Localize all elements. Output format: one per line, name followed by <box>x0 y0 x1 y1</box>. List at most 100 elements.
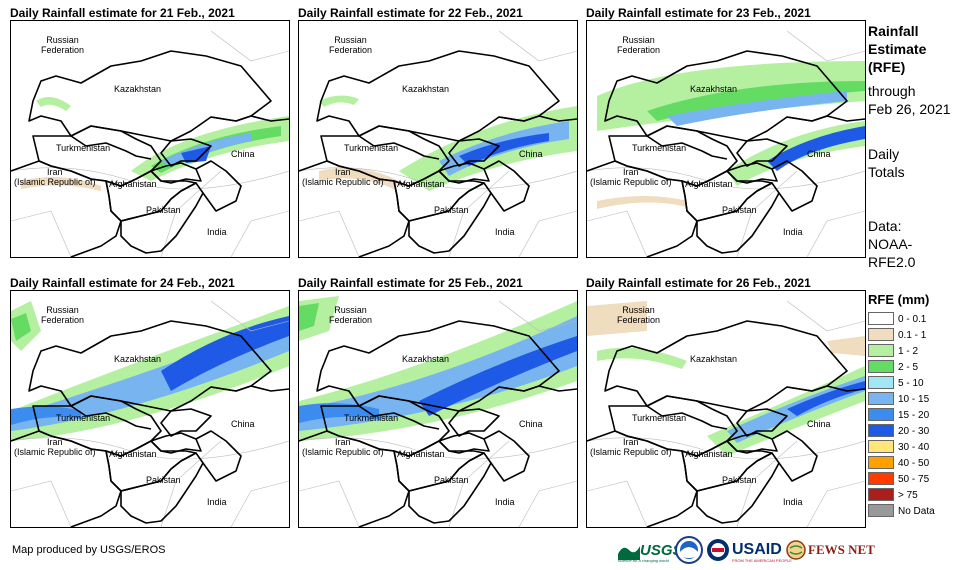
minor-boundaries <box>11 300 289 527</box>
legend-item: > 75 <box>868 488 918 503</box>
label-pakistan: Pakistan <box>434 475 469 485</box>
label-pakistan: Pakistan <box>434 205 469 215</box>
legend-item: 50 - 75 <box>868 472 929 487</box>
map-svg <box>11 30 289 257</box>
legend-item: 1 - 2 <box>868 344 918 359</box>
label-iran: Iran (Islamic Republic of) <box>14 437 96 457</box>
legend-swatch <box>868 488 894 501</box>
rainfall-area <box>36 97 71 111</box>
map-frame: Russian Federation Kazakhstan Turkmenista… <box>586 20 866 258</box>
usgs-logo: USGS science for a changing world <box>618 536 683 564</box>
panel-title: Daily Rainfall estimate for 21 Feb., 202… <box>10 6 235 20</box>
label-iran-1: Iran <box>335 167 351 177</box>
label-iran: Iran (Islamic Republic of) <box>590 437 672 457</box>
iran-border <box>11 430 122 527</box>
map-svg <box>587 30 865 257</box>
uzbekistan-border <box>70 405 152 430</box>
legend-swatch <box>868 424 894 437</box>
pakistan-border <box>696 452 780 524</box>
label-iran-2: (Islamic Republic of) <box>302 447 384 457</box>
rfe-title: Rainfall Estimate (RFE) <box>868 22 926 76</box>
panel-title: Daily Rainfall estimate for 25 Feb., 202… <box>298 276 523 290</box>
legend-item: 30 - 40 <box>868 440 929 455</box>
label-iran-1: Iran <box>623 167 639 177</box>
tajikistan-border <box>150 432 202 454</box>
panel-title: Daily Rainfall estimate for 26 Feb., 202… <box>586 276 811 290</box>
label-pakistan: Pakistan <box>146 475 181 485</box>
tajikistan-border <box>438 432 490 454</box>
label-china: China <box>519 419 543 429</box>
legend-swatch <box>868 440 894 453</box>
legend-item: 5 - 10 <box>868 376 924 391</box>
legend-swatch <box>868 376 894 389</box>
side-line9: NOAA- <box>868 236 913 252</box>
label-turkmenistan: Turkmenistan <box>632 143 687 153</box>
label-iran: Iran (Islamic Republic of) <box>590 167 672 187</box>
label-russia-2: Federation <box>41 45 85 55</box>
panel-title: Daily Rainfall estimate for 23 Feb., 202… <box>586 6 811 20</box>
label-turkmenistan: Turkmenistan <box>56 413 111 423</box>
data-source: Data: NOAA- RFE2.0 <box>868 217 915 271</box>
label-russian-federation: Russian Federation <box>329 35 372 55</box>
label-russia-2: Federation <box>617 315 661 325</box>
label-india: India <box>495 497 515 507</box>
through-date: through Feb 26, 2021 <box>868 82 951 118</box>
legend-item: 0.1 - 1 <box>868 328 926 343</box>
map-frame: Russian Federation Kazakhstan Turkmenista… <box>10 20 290 258</box>
map-credit: Map produced by USGS/EROS <box>12 544 166 556</box>
country-borders <box>11 320 289 527</box>
legend-item: 2 - 5 <box>868 360 918 375</box>
map-svg <box>299 296 577 527</box>
label-india: India <box>783 227 803 237</box>
rainfall-area <box>667 91 847 126</box>
legend-label: 0.1 - 1 <box>898 330 927 341</box>
label-russia-2: Federation <box>41 315 85 325</box>
rainfall-area <box>587 301 647 336</box>
label-iran-2: (Islamic Republic of) <box>590 447 672 457</box>
rainfall-layer <box>299 296 577 441</box>
label-iran-2: (Islamic Republic of) <box>14 447 96 457</box>
rainfall-area <box>319 167 399 189</box>
country-borders <box>587 50 865 257</box>
side-line7: Totals <box>868 164 905 180</box>
china-border <box>195 385 289 482</box>
rainfall-area <box>459 133 549 166</box>
legend-label: 10 - 15 <box>898 394 930 405</box>
label-russian-federation: Russian Federation <box>617 35 660 55</box>
label-iran-2: (Islamic Republic of) <box>14 177 96 187</box>
noaa-logo <box>675 536 703 564</box>
legend-item: 40 - 50 <box>868 456 929 471</box>
label-russia-1: Russian <box>46 305 79 315</box>
label-russia-1: Russian <box>622 35 655 45</box>
side-line3: (RFE) <box>868 59 906 75</box>
side-line6: Daily <box>868 146 900 162</box>
side-line10: RFE2.0 <box>868 254 916 270</box>
china-border <box>483 115 577 212</box>
rainfall-area <box>11 313 31 341</box>
rainfall-area <box>161 316 289 391</box>
label-russian-federation: Russian Federation <box>617 305 660 325</box>
side-line1: Rainfall <box>868 23 919 39</box>
label-afghanistan: Afghanistan <box>685 449 733 459</box>
usaid-logo: USAID FROM THE AMERICAN PEOPLE <box>706 536 792 564</box>
label-russia-2: Federation <box>617 45 661 55</box>
map-svg <box>587 300 865 527</box>
legend-swatch <box>868 504 894 517</box>
legend-swatch <box>868 360 894 373</box>
rainfall-area <box>767 126 865 171</box>
legend-swatch <box>868 328 894 341</box>
panel-title: Daily Rainfall estimate for 22 Feb., 202… <box>298 6 523 20</box>
label-india: India <box>207 227 227 237</box>
label-india: India <box>495 227 515 237</box>
label-china: China <box>519 149 543 159</box>
label-kazakhstan: Kazakhstan <box>402 354 450 364</box>
china-border <box>483 385 577 482</box>
label-china: China <box>231 419 255 429</box>
label-india: India <box>783 497 803 507</box>
label-kazakhstan: Kazakhstan <box>690 84 738 94</box>
fewsnet-text: FEWS NET <box>808 542 875 557</box>
label-iran-2: (Islamic Republic of) <box>590 177 672 187</box>
usaid-seal-icon <box>707 539 729 561</box>
legend-item: No Data <box>868 504 935 519</box>
legend-label: 1 - 2 <box>898 346 919 357</box>
